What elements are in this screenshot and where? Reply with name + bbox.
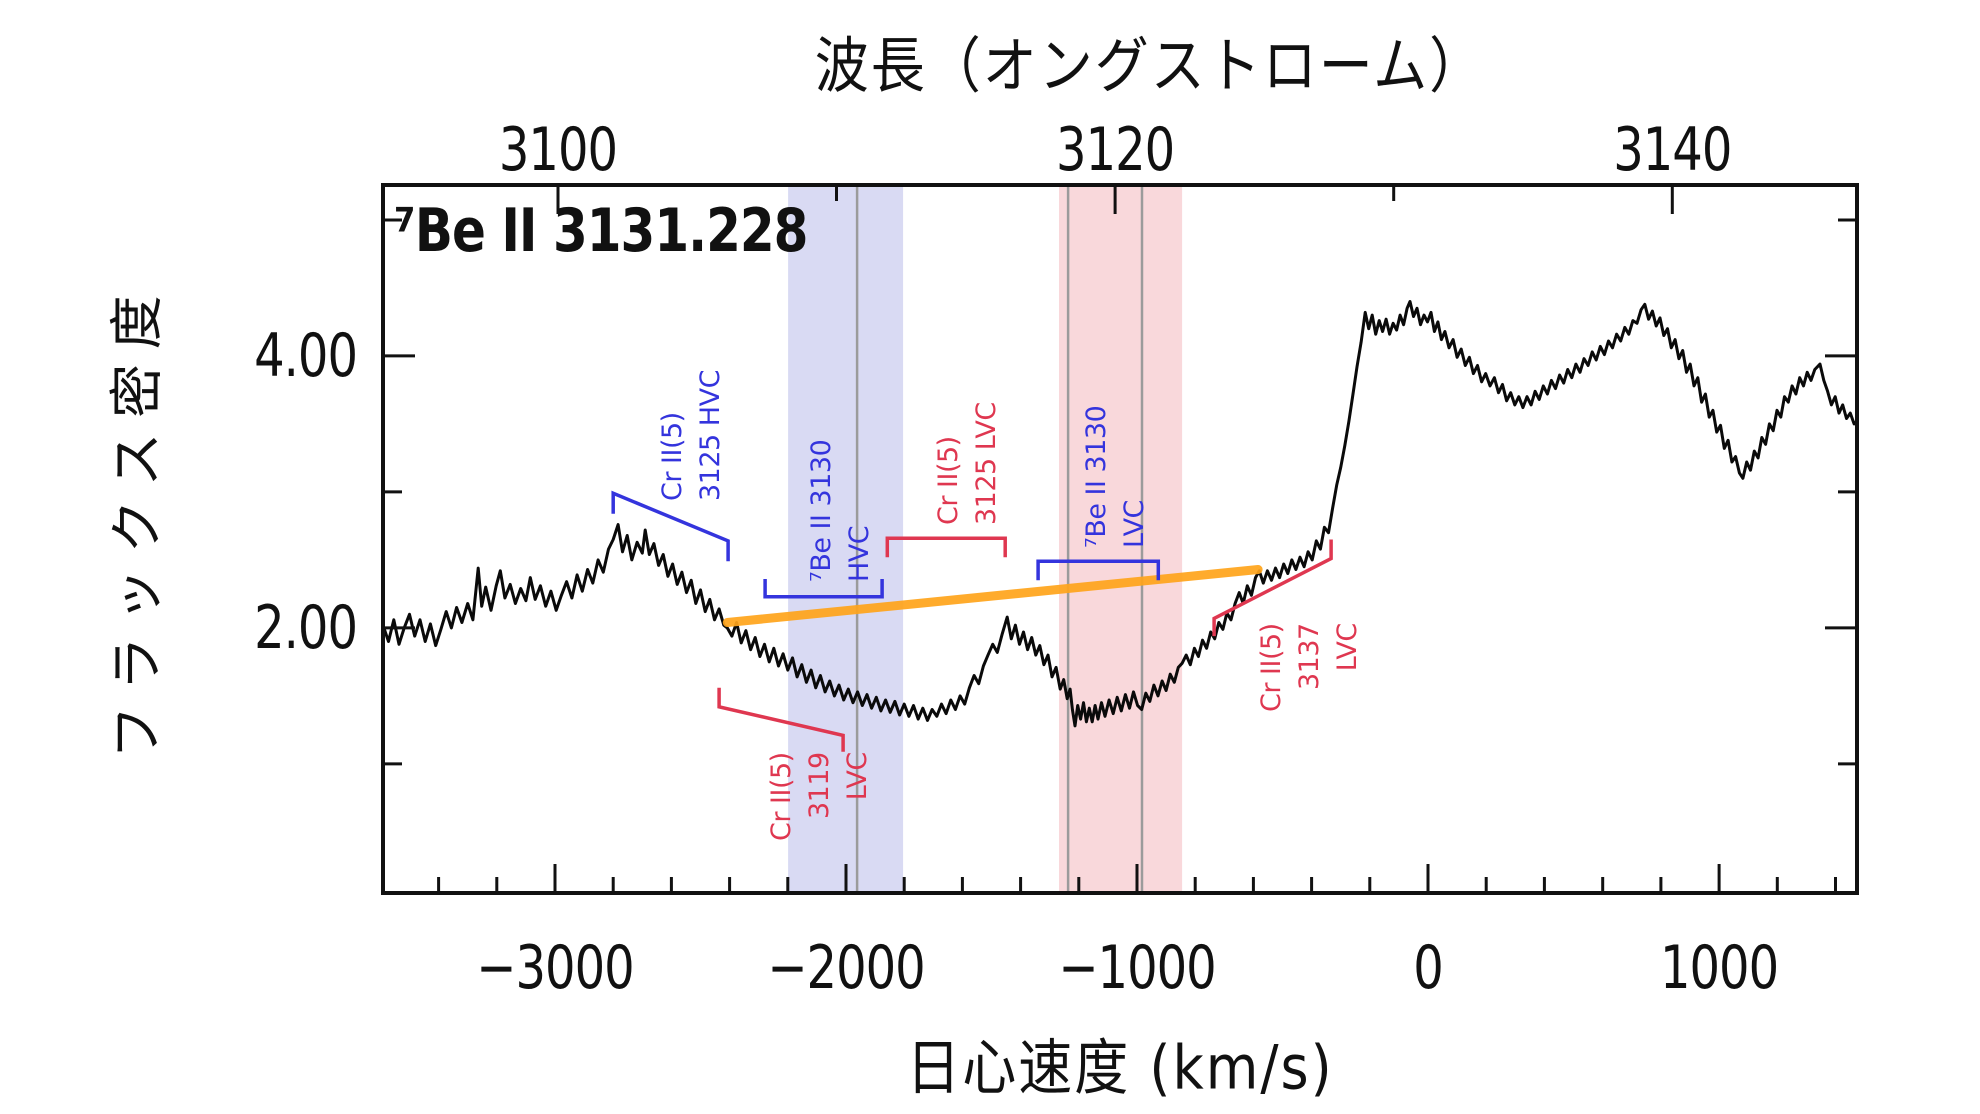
wavelength-tick-label: 3100 xyxy=(498,115,618,185)
hvc-band xyxy=(788,185,904,893)
y-tick-label: 2.00 xyxy=(254,592,358,663)
left-axis-title: フラックス密度 xyxy=(105,280,169,760)
beii-3130-hvc-bracket xyxy=(763,579,884,599)
wavelength-tick-label: 3120 xyxy=(1056,115,1175,185)
plot-frame xyxy=(381,183,1859,895)
crii-3125-hvc-bracket xyxy=(611,490,730,562)
top-axis-title: 波長（オングストローム） xyxy=(814,30,1486,101)
x-tick-label: −2000 xyxy=(767,933,925,1003)
component-bands xyxy=(788,185,1183,893)
crii-3125-hvc-label: Cr II(5) 3125 HVC xyxy=(657,370,727,502)
spectrum-line xyxy=(383,300,1857,728)
crii-3125-lvc-bracket xyxy=(885,536,1007,558)
wavelength-tick-label: 3140 xyxy=(1613,115,1732,185)
x-tick-label: 0 xyxy=(1413,933,1444,1003)
y-tick-label: 4.00 xyxy=(254,320,358,391)
lvc-band xyxy=(1059,185,1183,893)
crii-3125-lvc-label: Cr II(5) 3125 LVC xyxy=(933,401,1003,525)
crii-3137-lvc-label: Cr II(5) 3137 LVC xyxy=(1256,623,1364,713)
x-tick-label: 1000 xyxy=(1659,933,1779,1003)
crii-3119-lvc-bracket xyxy=(717,687,845,752)
annotation-brackets xyxy=(611,490,1333,752)
continuum-fit-line xyxy=(722,565,1263,627)
bottom-axis-title: 日心速度 (km/s) xyxy=(906,1032,1334,1103)
x-tick-label: −3000 xyxy=(476,933,634,1003)
beii-3130-lvc-bracket xyxy=(1036,559,1161,581)
crii-3119-lvc-label: Cr II(5) 3119 LVC xyxy=(766,752,874,842)
rest-wavelength-lines xyxy=(855,185,1144,893)
line-id-title: ⁷Be II 3131.228 xyxy=(394,196,808,266)
axes-frame-and-ticks xyxy=(381,183,1859,895)
beii-3130-lvc-label: ⁷Be II 3130 LVC xyxy=(1081,405,1151,548)
beii-3130-hvc-label: ⁷Be II 3130 HVC xyxy=(806,439,876,582)
crii-3137-lvc-bracket xyxy=(1212,539,1333,637)
x-tick-label: −1000 xyxy=(1058,933,1216,1003)
